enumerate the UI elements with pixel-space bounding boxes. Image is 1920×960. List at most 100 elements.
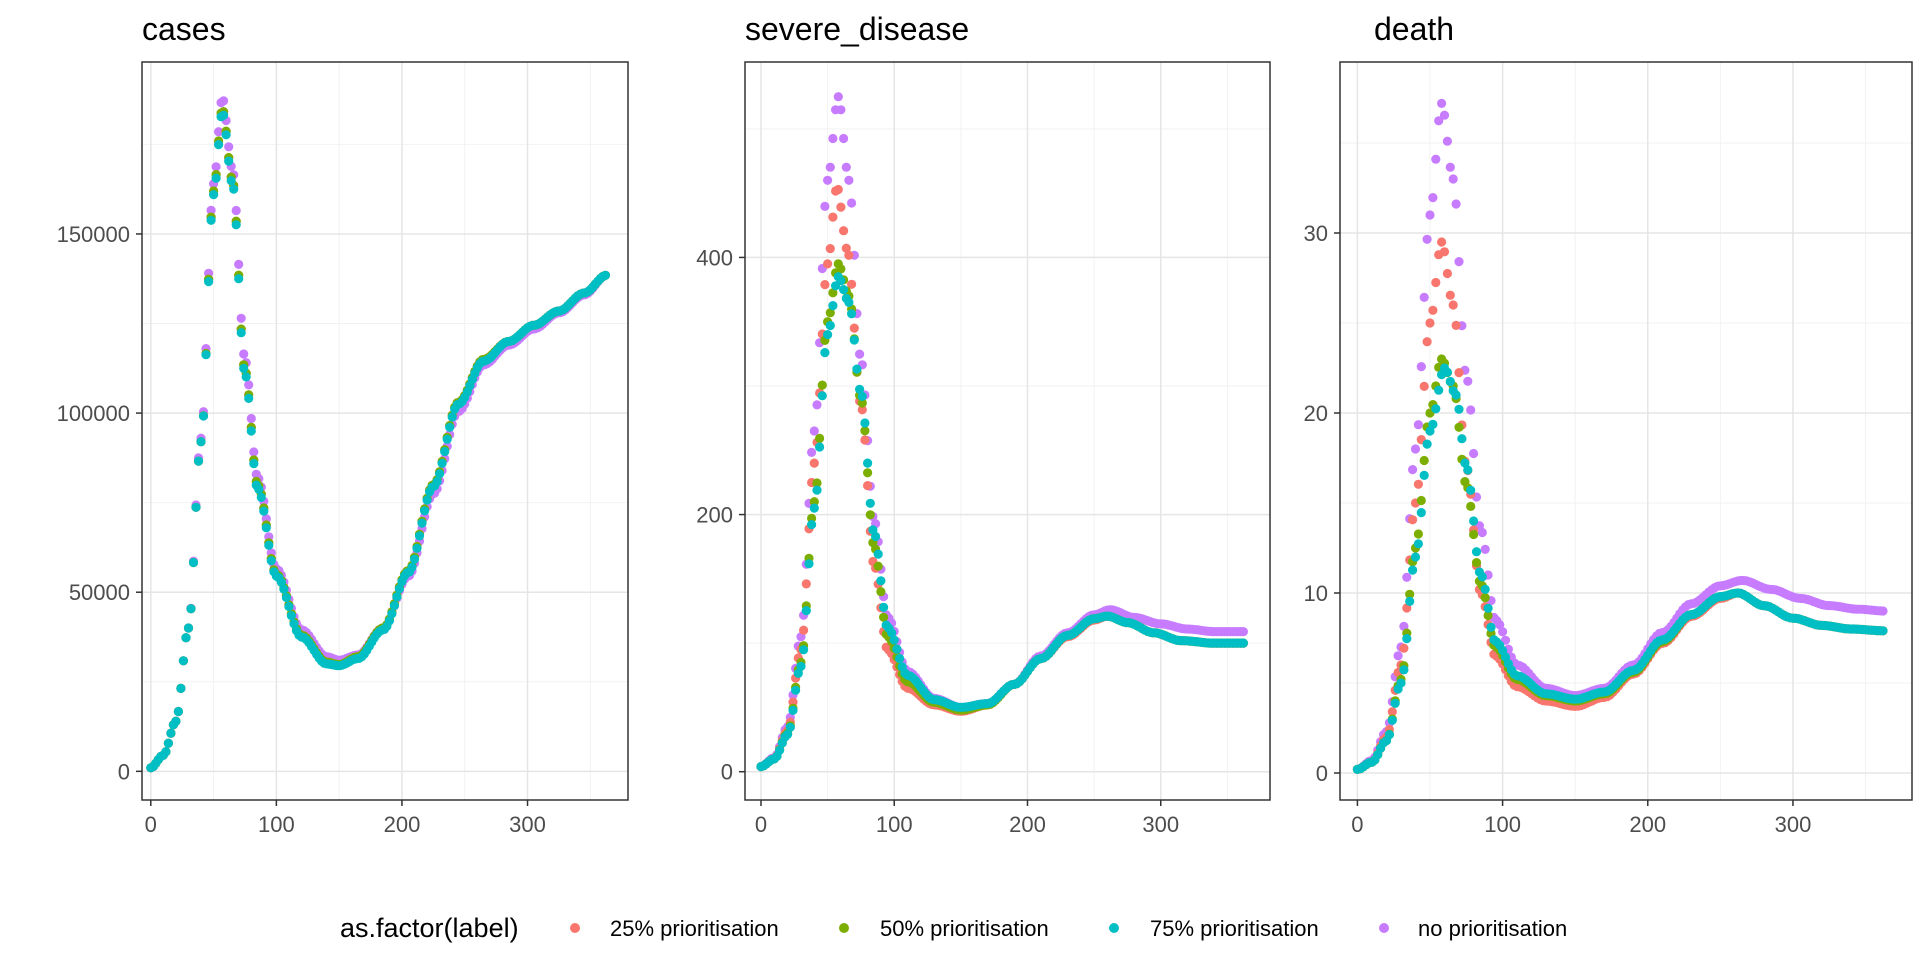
point-25-prioritisation — [836, 202, 846, 212]
panel-death: death 0 100 200 300 0 10 20 30 — [1304, 11, 1913, 837]
point-no-prioritisation — [855, 349, 865, 359]
point-75-prioritisation — [1442, 367, 1452, 377]
x-tick-label: 100 — [1484, 812, 1521, 837]
point-75-prioritisation — [839, 285, 849, 295]
point-25-prioritisation — [860, 435, 870, 445]
point-75-prioritisation — [1463, 465, 1473, 475]
point-75-prioritisation — [183, 623, 194, 633]
point-no-prioritisation — [244, 380, 254, 390]
legend-title: as.factor(label) — [340, 913, 519, 943]
point-75-prioritisation — [392, 592, 402, 602]
point-75-prioritisation — [236, 328, 246, 338]
point-50-prioritisation — [828, 288, 838, 298]
point-75-prioritisation — [204, 277, 214, 287]
point-25-prioritisation — [820, 280, 830, 290]
point-75-prioritisation — [281, 592, 291, 603]
point-25-prioritisation — [1448, 300, 1458, 310]
y-tick-label: 400 — [696, 245, 733, 270]
point-no-prioritisation — [1410, 444, 1421, 454]
point-75-prioritisation — [229, 184, 239, 194]
point-50-prioritisation — [1466, 501, 1476, 511]
panel-border-severe-disease — [744, 61, 1271, 801]
series-75-prioritisation — [756, 272, 1248, 772]
point-75-prioritisation — [1471, 547, 1482, 557]
point-75-prioritisation — [440, 446, 450, 457]
legend-item-no: no prioritisation — [1379, 916, 1567, 941]
point-75-prioritisation — [844, 297, 854, 307]
point-no-prioritisation — [249, 447, 259, 457]
point-75-prioritisation — [823, 330, 833, 340]
point-no-prioritisation — [1469, 448, 1479, 459]
point-75-prioritisation — [860, 418, 870, 428]
point-75-prioritisation — [895, 653, 905, 664]
point-75-prioritisation — [286, 611, 296, 621]
panel-cases: cases 0 100 200 300 0 50000 100000 150000 — [57, 11, 629, 837]
point-75-prioritisation — [178, 656, 188, 666]
legend-key-50 — [839, 923, 849, 933]
point-75-prioritisation — [892, 644, 902, 654]
point-75-prioritisation — [1422, 439, 1432, 449]
point-no-prioritisation — [844, 175, 854, 185]
legend-item-75: 75% prioritisation — [1109, 916, 1319, 941]
point-75-prioritisation — [394, 584, 404, 594]
x-tick-label: 200 — [1009, 812, 1046, 837]
point-75-prioritisation — [1384, 730, 1394, 740]
point-75-prioritisation — [817, 391, 827, 401]
point-no-prioritisation — [1434, 116, 1444, 126]
point-25-prioritisation — [1451, 320, 1461, 330]
point-75-prioritisation — [1413, 539, 1423, 549]
point-75-prioritisation — [420, 506, 430, 516]
point-75-prioritisation — [807, 520, 817, 530]
point-no-prioritisation — [211, 162, 221, 172]
point-75-prioritisation — [1457, 434, 1467, 444]
point-75-prioritisation — [796, 661, 806, 671]
panel-title-severe-disease: severe_disease — [745, 11, 969, 47]
point-no-prioritisation — [1416, 362, 1426, 372]
point-50-prioritisation — [865, 510, 875, 520]
legend-label-50: 50% prioritisation — [880, 916, 1049, 941]
point-75-prioritisation — [176, 683, 186, 694]
point-75-prioritisation — [241, 372, 251, 382]
point-no-prioritisation — [820, 201, 830, 211]
x-tick-label: 0 — [145, 812, 157, 837]
point-75-prioritisation — [785, 722, 795, 732]
point-75-prioritisation — [1480, 584, 1490, 595]
y-tick-label: 150000 — [57, 222, 130, 247]
point-25-prioritisation — [1454, 368, 1464, 378]
point-no-prioritisation — [1495, 620, 1505, 630]
point-75-prioritisation — [791, 685, 801, 695]
point-25-prioritisation — [828, 212, 838, 222]
legend-label-25: 25% prioritisation — [610, 916, 779, 941]
y-tick-label: 30 — [1304, 221, 1328, 246]
point-no-prioritisation — [1431, 154, 1441, 164]
point-no-prioritisation — [214, 127, 224, 137]
point-no-prioritisation — [825, 162, 835, 172]
point-50-prioritisation — [1471, 558, 1482, 568]
point-75-prioritisation — [234, 274, 244, 284]
point-50-prioritisation — [809, 497, 819, 507]
point-no-prioritisation — [219, 96, 229, 106]
point-75-prioritisation — [254, 484, 264, 494]
point-75-prioritisation — [1477, 572, 1487, 582]
point-50-prioritisation — [863, 468, 873, 478]
point-75-prioritisation — [432, 476, 442, 487]
point-25-prioritisation — [1442, 268, 1452, 279]
point-75-prioritisation — [407, 562, 417, 572]
point-no-prioritisation — [1238, 627, 1248, 637]
point-75-prioritisation — [417, 518, 427, 528]
point-75-prioritisation — [214, 140, 224, 150]
x-tick-label: 100 — [258, 812, 295, 837]
point-no-prioritisation — [1451, 199, 1461, 209]
point-75-prioritisation — [244, 393, 254, 403]
x-tick-label: 300 — [1142, 812, 1179, 837]
point-75-prioritisation — [857, 391, 867, 401]
point-75-prioritisation — [191, 502, 201, 512]
legend-item-25: 25% prioritisation — [570, 916, 779, 941]
y-tick-label: 0 — [1316, 761, 1328, 786]
point-75-prioritisation — [437, 458, 447, 468]
point-75-prioritisation — [171, 716, 181, 726]
point-no-prioritisation — [1437, 98, 1447, 108]
point-75-prioritisation — [1454, 404, 1464, 414]
x-tick-label: 0 — [755, 812, 767, 837]
point-75-prioritisation — [261, 523, 271, 533]
